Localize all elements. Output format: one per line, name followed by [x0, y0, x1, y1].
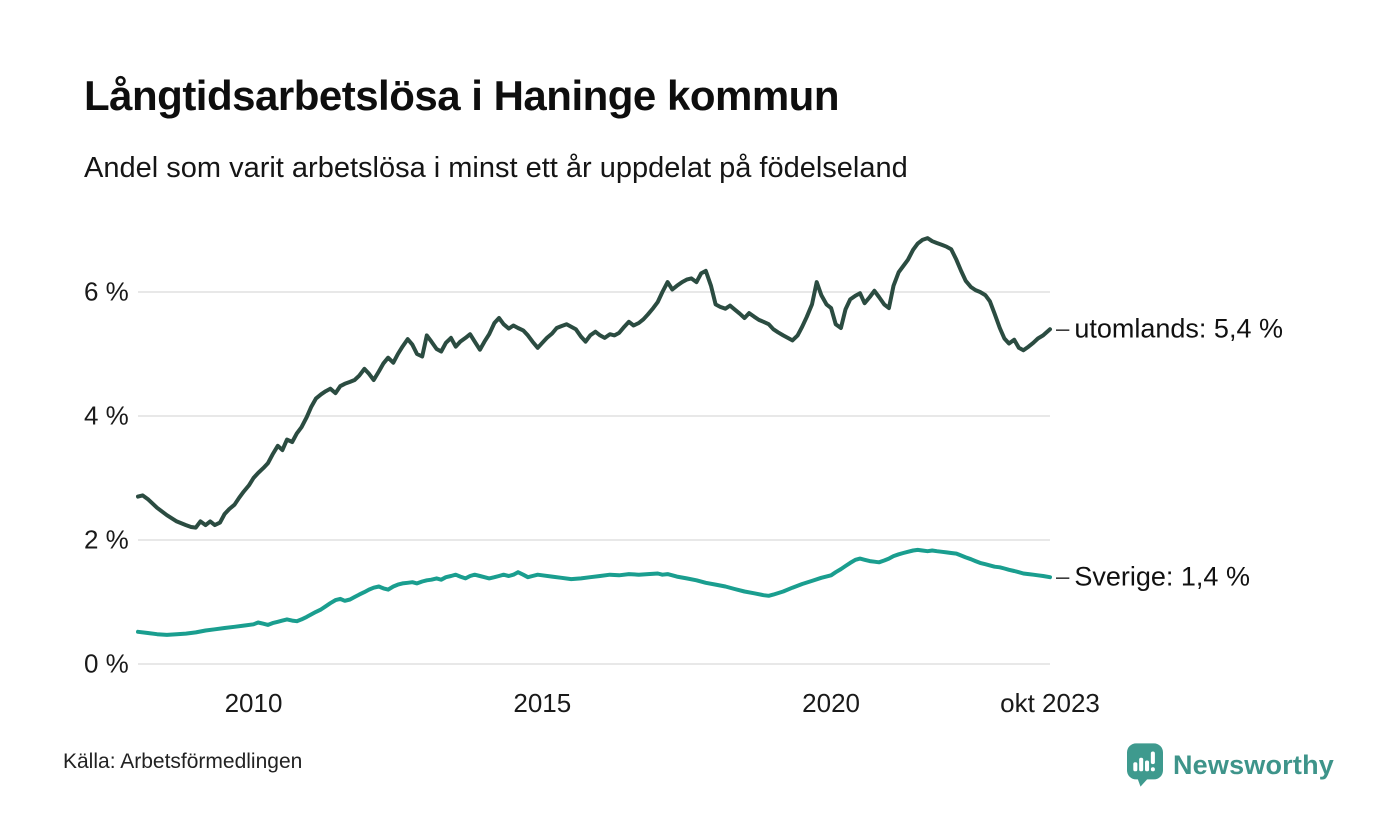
source-note: Källa: Arbetsförmedlingen	[63, 750, 303, 773]
series-label-tick: –	[1056, 563, 1070, 591]
series-line-Sverige	[136, 547, 1052, 637]
y-axis-tick-label: 6 %	[84, 276, 129, 307]
series-end-label-Sverige: – Sverige: 1,4 %	[1056, 562, 1250, 593]
x-axis-tick-label: 2010	[224, 688, 283, 718]
series-end-label-utomlands: – utomlands: 5,4 %	[1056, 314, 1283, 345]
y-axis-tick-label: 4 %	[84, 400, 129, 431]
newsworthy-wordmark: Newsworthy	[1172, 749, 1334, 780]
x-axis-tick-label: 2020	[802, 688, 861, 718]
series-label-text: utomlands: 5,4 %	[1074, 313, 1283, 344]
newsworthy-logo: Newsworthy	[1126, 740, 1334, 790]
page-title: Långtidsarbetslösa i Haninge kommun	[84, 72, 839, 119]
series-line-utomlands	[136, 236, 1052, 530]
y-axis-tick-label: 0 %	[84, 648, 129, 679]
chart-subtitle: Andel som varit arbetslösa i minst ett å…	[84, 152, 908, 184]
x-axis-tick-label: 2015	[513, 688, 572, 718]
newsworthy-bubble-chart-icon	[1126, 743, 1163, 787]
y-axis-tick-label: 2 %	[84, 524, 129, 555]
series-label-text: Sverige: 1,4 %	[1074, 561, 1250, 592]
series-label-tick: –	[1056, 315, 1070, 343]
x-axis-tick-label: okt 2023	[1000, 688, 1100, 718]
